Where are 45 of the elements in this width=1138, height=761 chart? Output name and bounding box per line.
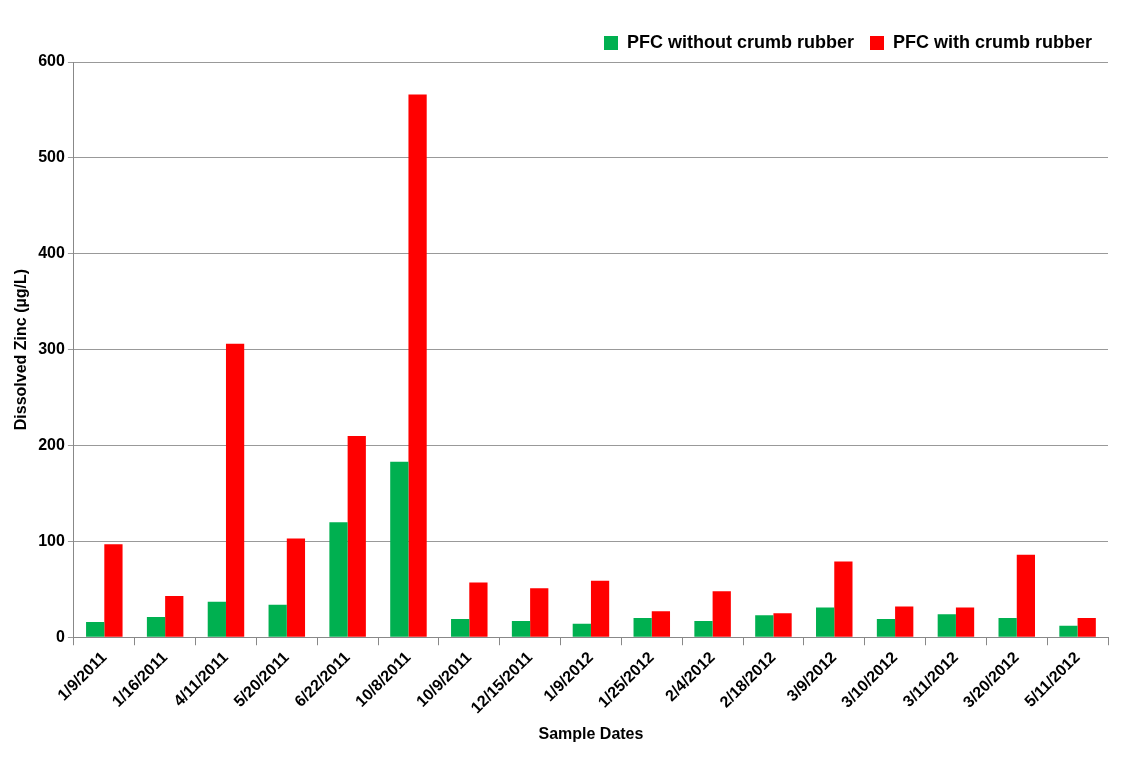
bar xyxy=(329,522,348,637)
bar xyxy=(469,582,488,637)
y-tick-label: 300 xyxy=(38,340,65,358)
bar xyxy=(1077,618,1096,637)
bar xyxy=(590,580,610,637)
y-tick-label: 0 xyxy=(55,627,65,645)
bar xyxy=(225,343,245,637)
bar xyxy=(146,617,166,637)
bar xyxy=(998,618,1017,637)
bar xyxy=(876,619,896,637)
bar xyxy=(207,601,226,637)
y-tick-label: 600 xyxy=(38,52,65,70)
bar xyxy=(895,606,914,637)
bar xyxy=(755,615,774,637)
bar xyxy=(286,538,306,637)
bar xyxy=(633,618,652,637)
y-axis-title: Dissolved Zinc (µg/L) xyxy=(12,268,30,431)
bar xyxy=(511,620,531,637)
y-tick-label: 200 xyxy=(38,435,65,453)
bar xyxy=(834,561,853,637)
bar xyxy=(451,619,470,637)
bar xyxy=(104,544,123,637)
bar xyxy=(390,461,409,637)
legend-label: PFC without crumb rubber xyxy=(626,31,854,52)
y-tick-label: 100 xyxy=(38,531,65,549)
bar xyxy=(408,94,427,637)
bar xyxy=(572,623,591,637)
bar xyxy=(712,591,731,637)
y-tick-label: 500 xyxy=(38,148,65,166)
bar xyxy=(268,604,287,637)
bar xyxy=(347,435,366,637)
bar xyxy=(651,611,671,637)
bar xyxy=(1059,625,1078,637)
x-axis-title: Sample Dates xyxy=(538,724,644,742)
bar xyxy=(955,607,975,637)
legend-label: PFC with crumb rubber xyxy=(892,31,1092,52)
y-tick-label: 400 xyxy=(38,244,65,262)
bar xyxy=(773,613,792,637)
bar xyxy=(86,621,105,637)
bar xyxy=(530,588,549,637)
bar xyxy=(165,596,184,637)
bar xyxy=(1016,554,1035,637)
bar xyxy=(937,614,956,637)
bar xyxy=(816,607,835,637)
bar xyxy=(694,620,713,637)
